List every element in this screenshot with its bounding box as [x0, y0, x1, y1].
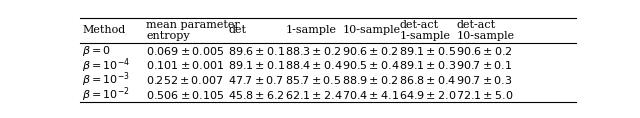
Text: $\beta = 0$: $\beta = 0$	[82, 44, 111, 58]
Text: det-act: det-act	[399, 20, 438, 30]
Text: $62.1 \pm 2.4$: $62.1 \pm 2.4$	[285, 89, 343, 101]
Text: 1-sample: 1-sample	[285, 25, 337, 36]
Text: Method: Method	[82, 25, 125, 36]
Text: 1-sample: 1-sample	[399, 31, 451, 41]
Text: $86.8 \pm 0.4$: $86.8 \pm 0.4$	[399, 74, 457, 86]
Text: $90.7 \pm 0.3$: $90.7 \pm 0.3$	[456, 74, 513, 86]
Text: $\beta = 10^{-4}$: $\beta = 10^{-4}$	[82, 56, 130, 75]
Text: $89.1 \pm 0.1$: $89.1 \pm 0.1$	[228, 59, 285, 71]
Text: $\beta = 10^{-3}$: $\beta = 10^{-3}$	[82, 71, 130, 89]
Text: $89.1 \pm 0.3$: $89.1 \pm 0.3$	[399, 59, 456, 71]
Text: 10-sample: 10-sample	[342, 25, 401, 36]
Text: $90.5 \pm 0.4$: $90.5 \pm 0.4$	[342, 59, 400, 71]
Text: entropy: entropy	[147, 31, 190, 41]
Text: $90.6 \pm 0.2$: $90.6 \pm 0.2$	[342, 44, 399, 57]
Text: $\beta = 10^{-2}$: $\beta = 10^{-2}$	[82, 86, 130, 104]
Text: $0.506 \pm 0.105$: $0.506 \pm 0.105$	[147, 89, 225, 101]
Text: 10-sample: 10-sample	[456, 31, 515, 41]
Text: $89.1 \pm 0.5$: $89.1 \pm 0.5$	[399, 44, 456, 57]
Text: $90.7 \pm 0.1$: $90.7 \pm 0.1$	[456, 59, 513, 71]
Text: $88.9 \pm 0.2$: $88.9 \pm 0.2$	[342, 74, 399, 86]
Text: $0.101 \pm 0.001$: $0.101 \pm 0.001$	[147, 59, 225, 71]
Text: $47.7 \pm 0.7$: $47.7 \pm 0.7$	[228, 74, 284, 86]
Text: $88.3 \pm 0.2$: $88.3 \pm 0.2$	[285, 44, 342, 57]
Text: $70.4 \pm 4.1$: $70.4 \pm 4.1$	[342, 89, 399, 101]
Text: det: det	[228, 25, 246, 36]
Text: det-act: det-act	[456, 20, 495, 30]
Text: mean parameter: mean parameter	[147, 20, 240, 30]
Text: $85.7 \pm 0.5$: $85.7 \pm 0.5$	[285, 74, 342, 86]
Text: $0.252 \pm 0.007$: $0.252 \pm 0.007$	[147, 74, 224, 86]
Text: $90.6 \pm 0.2$: $90.6 \pm 0.2$	[456, 44, 513, 57]
Text: $72.1 \pm 5.0$: $72.1 \pm 5.0$	[456, 89, 514, 101]
Text: $89.6 \pm 0.1$: $89.6 \pm 0.1$	[228, 44, 285, 57]
Text: $0.069 \pm 0.005$: $0.069 \pm 0.005$	[147, 44, 225, 57]
Text: $45.8 \pm 6.2$: $45.8 \pm 6.2$	[228, 89, 284, 101]
Text: $88.4 \pm 0.4$: $88.4 \pm 0.4$	[285, 59, 343, 71]
Text: $64.9 \pm 2.0$: $64.9 \pm 2.0$	[399, 89, 457, 101]
